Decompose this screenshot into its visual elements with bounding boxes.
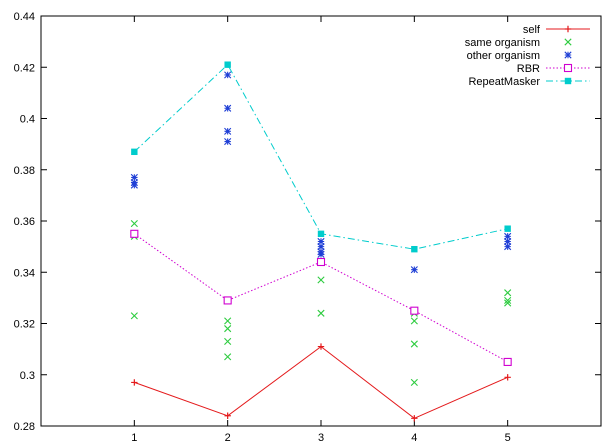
y-tick-label: 0.3 <box>20 370 35 382</box>
legend-item: RBR <box>517 63 590 75</box>
data-point <box>317 276 325 284</box>
data-point <box>504 289 512 297</box>
data-point <box>224 137 232 146</box>
data-point <box>410 266 418 274</box>
series-other-organism <box>130 71 512 274</box>
legend-item: RepeatMasker <box>468 76 590 88</box>
data-point <box>224 412 231 419</box>
data-point <box>317 243 325 251</box>
data-point <box>130 181 138 189</box>
legend-marker <box>564 38 572 46</box>
data-point <box>224 317 232 325</box>
series-rbr <box>130 229 512 366</box>
legend-marker <box>564 25 572 33</box>
data-point <box>504 299 512 307</box>
data-point <box>411 245 418 253</box>
data-point <box>224 104 232 112</box>
data-point <box>130 219 138 228</box>
data-point <box>130 229 139 238</box>
x-tick-label: 2 <box>225 432 231 442</box>
data-point <box>317 230 325 238</box>
legend-marker <box>564 51 572 59</box>
data-point <box>504 232 512 240</box>
x-tick-label: 5 <box>505 432 511 442</box>
legend-label: self <box>523 24 541 36</box>
legend-item: same organism <box>465 37 572 49</box>
y-tick-label: 0.44 <box>14 11 35 23</box>
x-tick-label: 4 <box>411 432 417 442</box>
legend-marker <box>563 63 573 73</box>
legend-label: RepeatMasker <box>468 76 540 88</box>
y-tick-label: 0.32 <box>14 319 35 331</box>
data-point <box>130 173 138 182</box>
data-point <box>316 257 326 267</box>
data-point <box>504 374 511 381</box>
data-point <box>224 127 232 135</box>
y-tick-label: 0.42 <box>14 62 35 74</box>
legend-label: same organism <box>465 37 540 49</box>
data-point <box>504 225 511 232</box>
data-point <box>130 312 138 320</box>
data-point <box>504 296 512 305</box>
legend-marker <box>564 77 572 85</box>
legend-item: self <box>523 24 590 36</box>
y-tick-label: 0.38 <box>14 165 35 177</box>
data-point <box>504 243 512 251</box>
data-point <box>503 357 512 366</box>
data-point <box>224 353 232 361</box>
y-tick-label: 0.4 <box>20 114 35 126</box>
data-point <box>410 317 418 325</box>
data-point <box>411 415 418 422</box>
series-line <box>134 345 508 419</box>
data-point <box>224 71 232 79</box>
data-point <box>410 306 419 315</box>
y-axis: 0.28 0.3 0.32 0.34 0.36 0.38 0.4 0.42 0.44 <box>14 11 601 433</box>
x-axis: 1 2 3 4 5 <box>131 16 511 442</box>
y-tick-label: 0.36 <box>14 216 35 228</box>
data-point <box>317 343 325 350</box>
data-point <box>317 309 325 317</box>
legend-label: other organism <box>467 50 540 62</box>
series-layer <box>130 61 512 422</box>
data-point <box>131 148 138 156</box>
data-point <box>224 61 231 68</box>
series-same-organism <box>130 219 512 387</box>
y-tick-label: 0.34 <box>14 267 35 279</box>
series-repeatmasker <box>131 61 511 253</box>
data-point <box>317 250 325 258</box>
data-point <box>224 325 232 333</box>
series-line <box>133 63 508 250</box>
x-tick-label: 3 <box>318 432 324 442</box>
legend-label: RBR <box>517 63 540 75</box>
data-point <box>224 337 232 346</box>
legend-item: other organism <box>467 50 572 62</box>
data-point <box>131 379 138 386</box>
data-point <box>223 296 232 305</box>
x-tick-label: 1 <box>131 432 137 442</box>
series-self <box>131 343 511 422</box>
data-point <box>504 237 512 246</box>
data-point <box>410 378 418 387</box>
y-tick-label: 0.28 <box>14 421 35 433</box>
data-point <box>317 237 325 246</box>
data-point <box>410 340 418 348</box>
